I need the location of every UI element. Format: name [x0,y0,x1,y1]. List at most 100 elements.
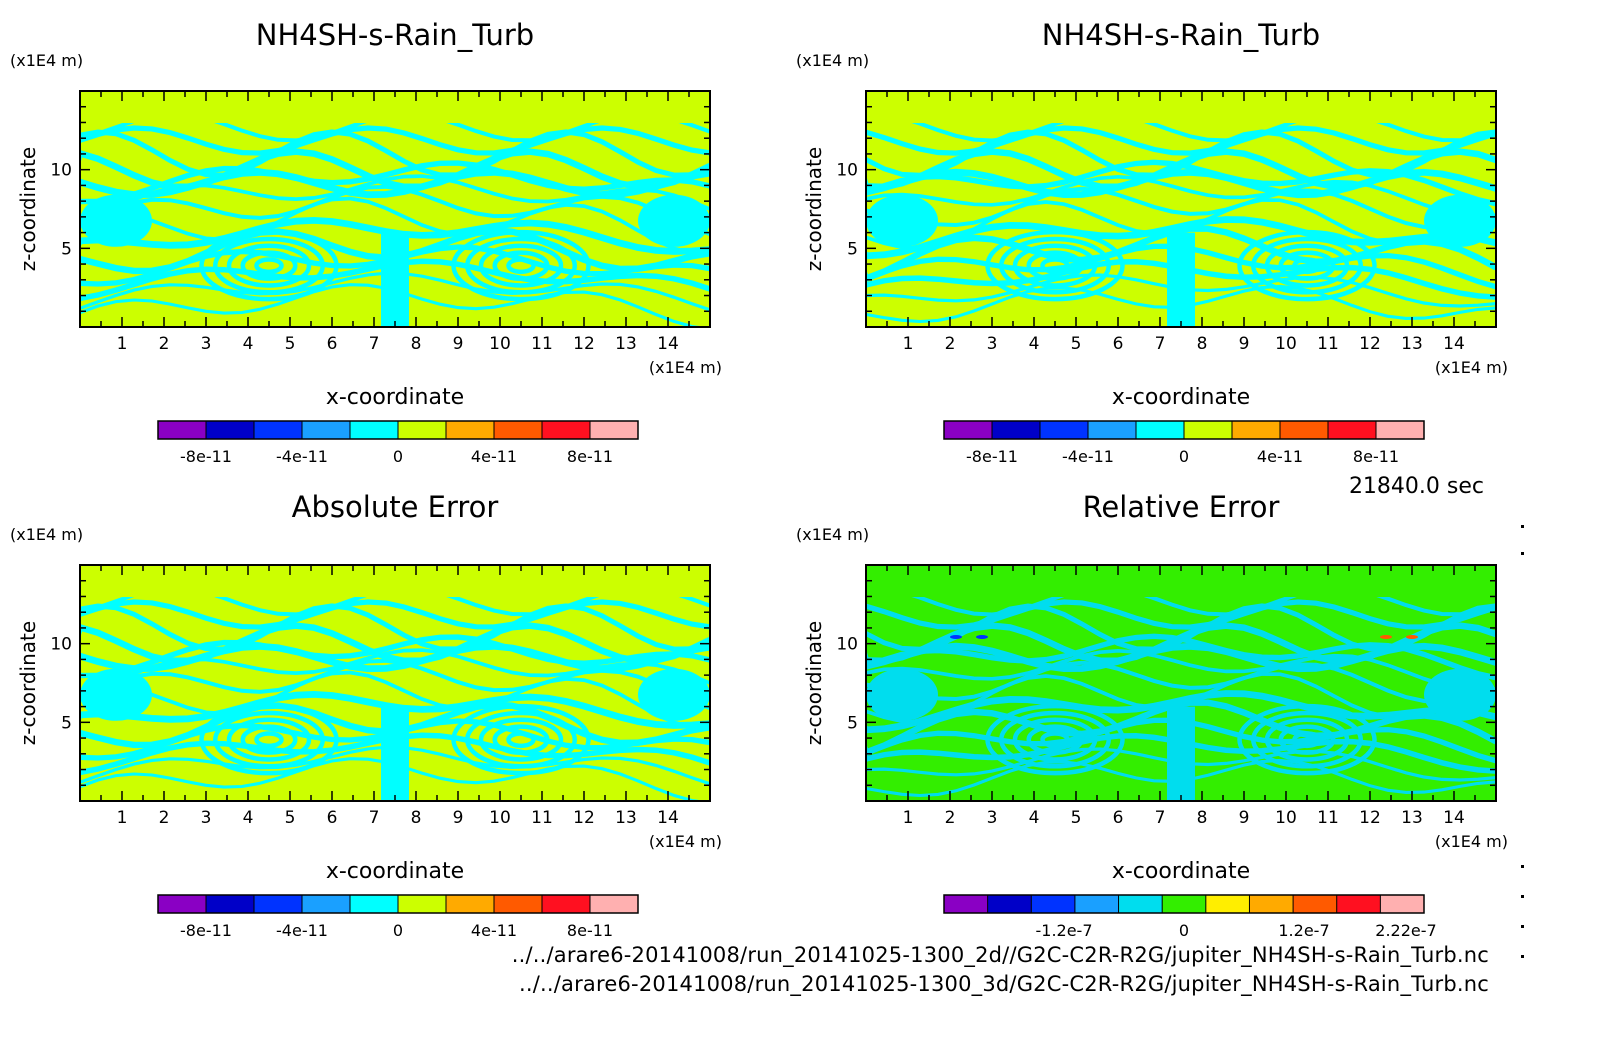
vortex-ring [1040,731,1070,749]
vortex-ring [451,703,591,776]
y-axis-label: z-coordinate [16,621,40,745]
x-tick-label: 14 [1443,334,1465,354]
colorbar-swatch [590,895,639,913]
x-tick-label: 2 [159,808,170,828]
turbulence-band [866,585,1496,617]
vortex-ring [465,710,577,769]
turbulence-band [866,642,1496,673]
extreme-value-marker [976,635,988,639]
turbulence-band [866,699,1496,756]
x-tick-label: 13 [1401,334,1423,354]
colorbar-swatch [446,421,495,439]
colorbar-swatch [1336,895,1381,913]
x-tick-label: 13 [615,334,637,354]
turbulence-band [866,174,1496,218]
x-unit-label: (x1E4 m) [1435,832,1508,851]
x-tick-label: 6 [1113,334,1124,354]
colorbar-swatch [944,895,989,913]
x-tick-label: 9 [453,808,464,828]
vortex-ring [506,731,536,749]
vortex-ring [1278,724,1336,755]
colorbar-swatch [1380,895,1425,913]
turbulence-band [866,216,1496,260]
x-tick-label: 2 [159,334,170,354]
colorbar-swatch [158,421,207,439]
x-tick-label: 4 [1029,808,1040,828]
y-tick-label: 10 [50,635,72,655]
x-tick-label: 7 [369,808,380,828]
heatmap-field [80,565,710,801]
x-tick-label: 2 [945,808,956,828]
marker-dot [1521,525,1524,528]
x-tick-label: 3 [987,334,998,354]
colorbar-swatch [302,421,351,439]
vortex-ring [465,236,577,295]
vortex-ring [1251,710,1363,769]
turbulence-band [866,648,1496,692]
vortex-ring [1026,250,1084,281]
colorbar-swatch [158,895,207,913]
vortex-ring [240,250,298,281]
colorbar-swatch [590,421,639,439]
x-tick-label: 10 [1275,808,1297,828]
colorbar-swatch [992,421,1041,439]
colorbar-tick-label: 0 [1179,447,1189,466]
vortex-ring [1237,703,1377,776]
turbulence-band [866,159,1496,207]
vortex-ring [451,229,591,302]
vortex-ring [1264,717,1350,762]
colorbar-swatch [1249,895,1294,913]
colorbar-swatch [302,895,351,913]
turbulence-band [866,111,1496,143]
central-plume [381,706,409,801]
vortex-ring [1292,257,1322,275]
y-tick-label: 10 [50,161,72,181]
extreme-value-marker [1406,635,1418,639]
vortex-ring [1040,257,1070,275]
edge-eddy [1424,668,1496,721]
turbulence-band [866,690,1496,734]
colorbar-frame [943,894,1425,914]
colorbar-swatch [1136,421,1185,439]
vortex-ring [199,703,339,776]
extreme-value-marker [1380,635,1392,639]
colorbar-swatch [446,895,495,913]
colorbar-frame [943,420,1425,440]
turbulence-band [80,670,710,730]
colorbar-tick-label: 4e-11 [1257,447,1303,466]
vortex-ring [254,257,284,275]
vortex-ring [226,243,312,288]
extreme-value-marker [950,635,962,639]
vortex-ring [478,717,564,762]
x-tick-label: 10 [1275,334,1297,354]
y-tick-label: 10 [836,161,858,181]
x-tick-label: 3 [201,334,212,354]
turbulence-band [80,216,710,255]
vortex-ring [213,710,325,769]
colorbar-tick-label: 0 [393,447,403,466]
x-tick-label: 11 [1317,334,1339,354]
edge-eddy [80,194,152,247]
colorbar-tick-label: -4e-11 [276,447,328,466]
x-tick-label: 9 [1239,808,1250,828]
x-tick-label: 7 [369,334,380,354]
turbulence-band [80,174,710,221]
turbulence-band [80,599,710,630]
colorbar-swatch [1184,421,1233,439]
chart-title: Absolute Error [292,490,499,524]
turbulence-band [80,125,710,156]
vortex-ring [478,243,564,288]
x-tick-label: 5 [285,808,296,828]
colorbar-swatch [542,895,591,913]
y-axis-label: z-coordinate [802,147,826,271]
turbulence-band [866,599,1496,630]
vortex-ring [1251,236,1363,295]
edge-eddy [638,194,710,247]
colorbar-swatch [254,895,303,913]
y-unit-label: (x1E4 m) [796,51,869,70]
x-tick-label: 3 [201,808,212,828]
vortex-ring [254,731,284,749]
colorbar-swatch [1376,421,1425,439]
